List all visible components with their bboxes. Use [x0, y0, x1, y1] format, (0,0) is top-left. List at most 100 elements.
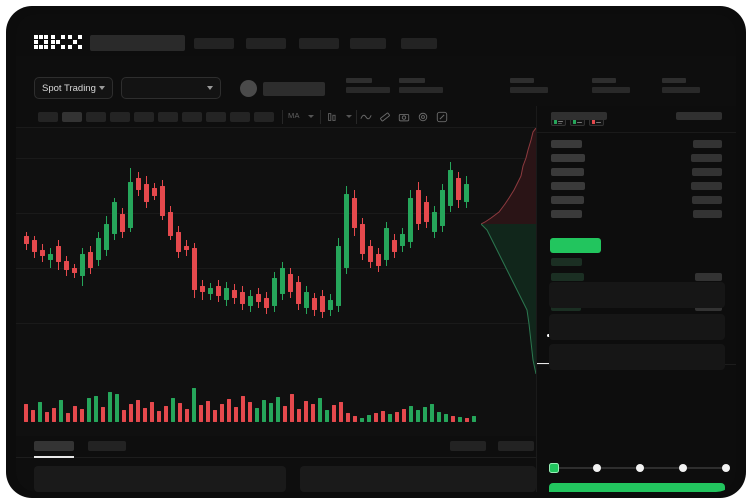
- trading-pair-select[interactable]: [121, 77, 221, 99]
- stat-label: [662, 78, 686, 83]
- volume-bar: [199, 405, 203, 422]
- tab-open-orders[interactable]: [34, 441, 74, 451]
- header-nav-2[interactable]: [246, 38, 286, 49]
- chip-2[interactable]: [498, 441, 534, 451]
- interval-button-5[interactable]: [158, 112, 178, 122]
- search-input[interactable]: [90, 35, 185, 51]
- price-chart[interactable]: [16, 128, 536, 374]
- orderbook-ask-row[interactable]: [551, 182, 585, 190]
- candle-body: [336, 246, 341, 306]
- volume-bar: [59, 400, 63, 422]
- candle-body: [248, 296, 253, 306]
- slider-step-75[interactable]: [679, 464, 687, 472]
- amount-input[interactable]: [549, 314, 725, 340]
- stat-value: [592, 87, 630, 93]
- volume-bar: [388, 414, 392, 422]
- candle-body: [440, 190, 445, 226]
- candle-body: [48, 254, 53, 260]
- volume-bar: [94, 396, 98, 422]
- candle-body: [424, 202, 429, 222]
- gear-icon[interactable]: [417, 111, 429, 123]
- interval-button-4[interactable]: [134, 112, 154, 122]
- interval-button-7[interactable]: [206, 112, 226, 122]
- amount-slider[interactable]: [549, 463, 730, 473]
- interval-button-9[interactable]: [254, 112, 274, 122]
- interval-button-0[interactable]: [38, 112, 58, 122]
- volume-bar: [402, 409, 406, 422]
- volume-bar: [31, 410, 35, 422]
- chart-toolbar: MA: [16, 106, 536, 128]
- candle-body: [112, 202, 117, 234]
- interval-button-3[interactable]: [110, 112, 130, 122]
- orderbook-ask-size: [691, 154, 722, 162]
- buy-submit-button[interactable]: [549, 483, 725, 492]
- depth-chart-svg: [481, 128, 536, 374]
- slider-step-100[interactable]: [722, 464, 730, 472]
- slider-step-25[interactable]: [593, 464, 601, 472]
- bar-chart-icon[interactable]: [326, 111, 338, 123]
- chevron-down-icon[interactable]: [346, 115, 352, 118]
- header-nav-1[interactable]: [194, 38, 234, 49]
- candle-body: [464, 184, 469, 202]
- orderbook-ask-row[interactable]: [551, 210, 582, 218]
- header-nav-3[interactable]: [299, 38, 339, 49]
- candle-body: [224, 288, 229, 300]
- line-style-icon[interactable]: [360, 111, 372, 123]
- interval-button-1[interactable]: [62, 112, 82, 122]
- volume-bar: [283, 406, 287, 422]
- orderbook-ask-size: [693, 140, 722, 148]
- ask-depth-area: [481, 128, 536, 224]
- candle-body: [216, 286, 221, 296]
- orderbook-ask-row[interactable]: [551, 196, 584, 204]
- volume-bar: [269, 403, 273, 422]
- volume-bar: [332, 405, 336, 422]
- depth-chart: [481, 128, 536, 374]
- chevron-down-icon[interactable]: [308, 115, 314, 118]
- active-tab-underline: [34, 456, 74, 458]
- volume-bar: [115, 394, 119, 422]
- tab-order-history[interactable]: [88, 441, 126, 451]
- chip-1[interactable]: [450, 441, 486, 451]
- candle-body: [96, 238, 101, 260]
- orderbook-bid-row[interactable]: [551, 273, 584, 281]
- camera-icon[interactable]: [398, 111, 410, 123]
- bottom-panels: [16, 466, 536, 492]
- volume-bar: [38, 402, 42, 422]
- okx-logo[interactable]: [34, 35, 82, 51]
- candle-body: [352, 198, 357, 228]
- stat-value: [662, 87, 700, 93]
- market-type-select[interactable]: Spot Trading: [34, 77, 113, 99]
- candle-body: [144, 184, 149, 202]
- orderbook-ask-size: [691, 182, 722, 190]
- volume-bar: [262, 400, 266, 422]
- interval-button-6[interactable]: [182, 112, 202, 122]
- total-input[interactable]: [549, 344, 725, 370]
- ma-indicator-label[interactable]: MA: [288, 111, 300, 120]
- volume-bar: [472, 416, 476, 422]
- candle-body: [64, 261, 69, 270]
- orderbook-ask-row[interactable]: [551, 154, 585, 162]
- header-nav-5[interactable]: [401, 38, 437, 49]
- volume-bar: [101, 407, 105, 422]
- candle-body: [344, 194, 349, 268]
- candle-body: [40, 250, 45, 256]
- orderbook-ask-row[interactable]: [551, 168, 584, 176]
- ruler-icon[interactable]: [379, 111, 391, 123]
- slider-handle[interactable]: [549, 463, 559, 473]
- interval-button-8[interactable]: [230, 112, 250, 122]
- orderbook-spread-row[interactable]: [550, 238, 601, 253]
- bottom-panel-left: [34, 466, 286, 492]
- header-nav-4[interactable]: [350, 38, 386, 49]
- orderbook-ask-row[interactable]: [551, 140, 582, 148]
- orderbook-ask-size: [693, 210, 722, 218]
- volume-bar: [325, 410, 329, 422]
- volume-bar: [241, 396, 245, 422]
- fullscreen-icon[interactable]: [436, 111, 448, 123]
- volume-bar: [87, 398, 91, 422]
- price-input[interactable]: [549, 282, 725, 308]
- candle-body: [88, 252, 93, 268]
- app-screen: Spot Trading MA: [16, 14, 736, 492]
- slider-step-50[interactable]: [636, 464, 644, 472]
- interval-button-2[interactable]: [86, 112, 106, 122]
- orderbook-bid-row[interactable]: [551, 258, 582, 266]
